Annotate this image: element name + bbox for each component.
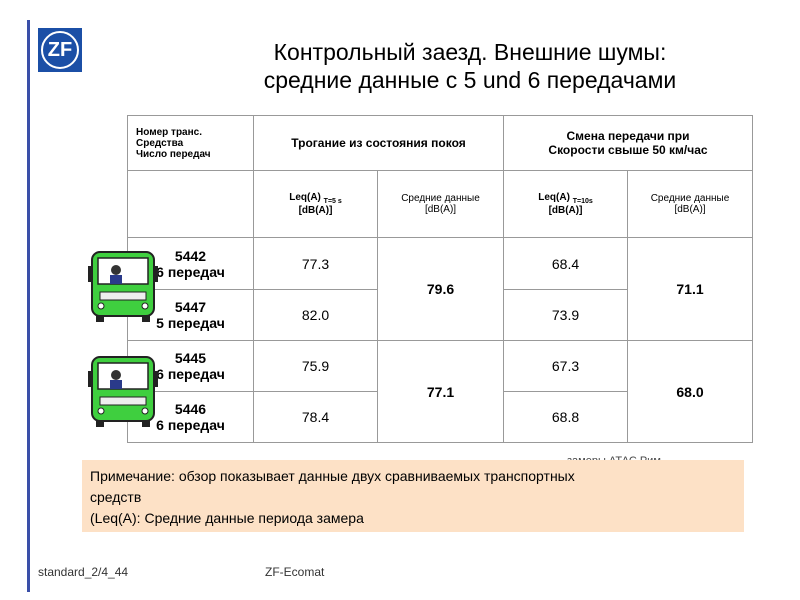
vehicle-id: 5447 bbox=[174, 299, 207, 315]
start-value: 77.3 bbox=[253, 237, 378, 290]
title: Контрольный заезд. Внешние шумы: средние… bbox=[180, 38, 760, 94]
note-box: Примечание: обзор показывает данные двух… bbox=[82, 460, 744, 532]
subheader-cell: Leq(A) T=5 s [dB(A)] bbox=[253, 170, 378, 238]
title-line: Контрольный заезд. Внешние шумы: bbox=[273, 39, 667, 65]
shift-value: 73.9 bbox=[503, 289, 628, 341]
subheader-cell: Средние данные [dB(A)] bbox=[377, 170, 504, 238]
subheader-cell: Средние данные [dB(A)] bbox=[627, 170, 753, 238]
vehicle-id: 5446 bbox=[174, 401, 207, 417]
header-text: Смена передачи при bbox=[566, 129, 690, 143]
subheader-cell: Leq(A) T=10s [dB(A)] bbox=[503, 170, 628, 238]
logo-text: ZF bbox=[41, 31, 79, 69]
start-value: 75.9 bbox=[253, 340, 378, 392]
header-cell: Трогание из состояния покоя bbox=[253, 115, 504, 171]
vehicle-gears: 6 передач bbox=[156, 263, 225, 280]
footer-center: ZF-Ecomat bbox=[265, 565, 325, 579]
subheader-sub: T=10s bbox=[572, 198, 593, 205]
vehicle-id: 5445 bbox=[174, 350, 207, 366]
data-table: Номер транс. Средства Число передач Трог… bbox=[127, 115, 753, 443]
header-cell: Номер транс. Средства Число передач bbox=[127, 115, 254, 171]
table-row: 5442 6 передач 77.3 79.6 68.4 71.1 bbox=[127, 237, 753, 341]
header-text: Скорости свыше 50 км/час bbox=[548, 143, 708, 157]
subheader-unit: [dB(A)] bbox=[424, 204, 457, 215]
vehicle-id: 5442 bbox=[174, 247, 207, 264]
bus-icons bbox=[87, 251, 159, 428]
title-line: средние данные с 5 und 6 передачами bbox=[263, 67, 677, 93]
shift-value: 67.3 bbox=[503, 340, 628, 392]
note-line: (Leq(A): Средние данные периода замера bbox=[90, 510, 364, 526]
subheader-unit: [dB(A)] bbox=[548, 205, 583, 216]
start-value: 82.0 bbox=[253, 289, 378, 341]
shift-value: 68.4 bbox=[503, 237, 628, 290]
start-value: 78.4 bbox=[253, 391, 378, 443]
shift-average: 68.0 bbox=[627, 340, 753, 443]
shift-value: 68.8 bbox=[503, 391, 628, 443]
header-cell: Смена передачи при Скорости свыше 50 км/… bbox=[503, 115, 753, 171]
vehicle-gears: 6 передач bbox=[156, 417, 225, 433]
side-bar bbox=[27, 20, 30, 592]
header-text: Номер транс. bbox=[136, 126, 202, 138]
shift-average: 71.1 bbox=[627, 237, 753, 341]
table-row: 5445 6 передач 75.9 77.1 67.3 68.0 bbox=[127, 340, 753, 443]
vehicle-gears: 5 передач bbox=[156, 315, 225, 331]
start-average: 79.6 bbox=[377, 237, 504, 341]
header-text: Средства bbox=[136, 137, 184, 149]
vehicle-gears: 6 передач bbox=[156, 366, 225, 382]
note-line: Примечание: обзор показывает данные двух… bbox=[90, 468, 575, 484]
subheader-sub: T=5 s bbox=[323, 198, 342, 205]
subheader-unit: [dB(A)] bbox=[298, 205, 333, 216]
subheader-main: Leq(A) bbox=[289, 192, 321, 203]
subheader-main: Leq(A) bbox=[538, 192, 570, 203]
footer-left: standard_2/4_44 bbox=[38, 565, 129, 579]
start-average: 77.1 bbox=[377, 340, 504, 443]
subheader-main: Средние данные bbox=[650, 193, 730, 204]
subheader-main: Средние данные bbox=[401, 193, 480, 204]
empty-cell bbox=[127, 170, 254, 238]
note-line: средств bbox=[90, 489, 142, 505]
logo: ZF bbox=[38, 28, 82, 72]
subheader-unit: [dB(A)] bbox=[674, 204, 706, 215]
header-text: Число передач bbox=[136, 148, 211, 160]
